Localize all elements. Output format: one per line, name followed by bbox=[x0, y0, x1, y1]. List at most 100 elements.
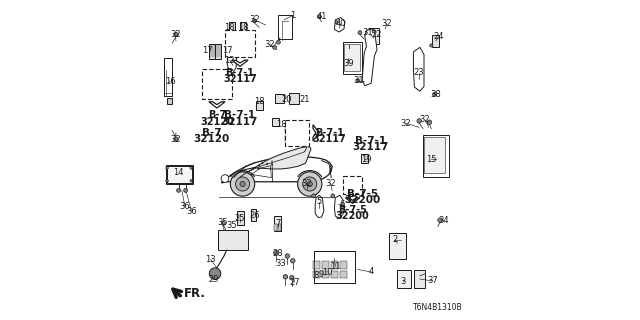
Circle shape bbox=[317, 15, 321, 19]
Text: FR.: FR. bbox=[184, 287, 206, 300]
Bar bbox=[215, 44, 221, 59]
Bar bbox=[225, 30, 255, 57]
Circle shape bbox=[271, 164, 273, 165]
Circle shape bbox=[291, 259, 295, 263]
Text: B-7-5: B-7-5 bbox=[338, 204, 367, 215]
Bar bbox=[292, 135, 298, 142]
Circle shape bbox=[433, 92, 436, 96]
Bar bbox=[314, 251, 355, 283]
Text: 32: 32 bbox=[381, 20, 392, 28]
Text: 32117: 32117 bbox=[313, 134, 346, 144]
Circle shape bbox=[221, 221, 225, 225]
Text: B-7-1: B-7-1 bbox=[225, 68, 255, 78]
Text: 32200: 32200 bbox=[336, 211, 369, 221]
Polygon shape bbox=[234, 147, 311, 182]
Bar bbox=[209, 44, 215, 59]
Text: 41: 41 bbox=[316, 12, 327, 21]
Polygon shape bbox=[413, 47, 424, 91]
Polygon shape bbox=[313, 125, 319, 141]
Bar bbox=[433, 35, 440, 47]
Circle shape bbox=[276, 40, 280, 44]
Text: 32: 32 bbox=[249, 15, 260, 24]
Circle shape bbox=[174, 32, 178, 37]
Circle shape bbox=[174, 137, 178, 141]
Circle shape bbox=[221, 175, 229, 182]
Text: B-7-1: B-7-1 bbox=[315, 128, 344, 138]
Bar bbox=[361, 154, 367, 163]
Text: 18: 18 bbox=[276, 120, 287, 129]
Text: B-7-1: B-7-1 bbox=[355, 136, 386, 146]
Text: 11: 11 bbox=[330, 262, 340, 271]
Bar bbox=[343, 176, 362, 194]
Bar bbox=[344, 44, 360, 71]
Bar bbox=[242, 36, 248, 48]
Bar bbox=[424, 137, 445, 173]
Polygon shape bbox=[362, 29, 377, 86]
Bar bbox=[216, 77, 221, 89]
Text: 26: 26 bbox=[249, 211, 260, 220]
Circle shape bbox=[166, 180, 168, 182]
Text: 32120: 32120 bbox=[200, 116, 234, 127]
Text: 13: 13 bbox=[205, 255, 216, 264]
Circle shape bbox=[209, 268, 221, 279]
Text: 36: 36 bbox=[180, 202, 190, 211]
Text: 32: 32 bbox=[170, 30, 180, 39]
Bar bbox=[322, 261, 329, 269]
Bar bbox=[300, 126, 305, 133]
Circle shape bbox=[307, 181, 312, 187]
Text: B-7-5: B-7-5 bbox=[347, 188, 378, 199]
Polygon shape bbox=[227, 51, 237, 73]
Text: 6: 6 bbox=[340, 200, 345, 209]
Text: 2: 2 bbox=[392, 236, 398, 244]
Text: 39: 39 bbox=[343, 59, 353, 68]
Bar bbox=[240, 22, 246, 34]
Bar bbox=[292, 126, 298, 133]
Text: 32: 32 bbox=[420, 116, 430, 124]
Bar bbox=[414, 270, 426, 288]
Bar bbox=[389, 233, 406, 259]
Text: 32200: 32200 bbox=[344, 195, 380, 205]
Text: 18: 18 bbox=[225, 23, 235, 32]
Circle shape bbox=[240, 181, 245, 187]
Bar bbox=[369, 28, 379, 44]
Polygon shape bbox=[346, 198, 360, 204]
Bar bbox=[202, 69, 232, 99]
Bar bbox=[278, 15, 292, 39]
Text: 5: 5 bbox=[317, 197, 322, 206]
Text: 33: 33 bbox=[276, 260, 286, 268]
Text: 32: 32 bbox=[301, 179, 312, 188]
Circle shape bbox=[356, 79, 360, 83]
Text: 38: 38 bbox=[431, 90, 441, 99]
Bar bbox=[218, 230, 248, 250]
Text: 12: 12 bbox=[225, 56, 235, 65]
Text: 32: 32 bbox=[401, 119, 411, 128]
Circle shape bbox=[274, 251, 278, 255]
Circle shape bbox=[438, 218, 442, 222]
Text: B-7-1: B-7-1 bbox=[224, 110, 255, 120]
Circle shape bbox=[259, 165, 260, 167]
Text: B-7: B-7 bbox=[208, 110, 226, 120]
Text: 19: 19 bbox=[361, 155, 372, 164]
Polygon shape bbox=[334, 195, 343, 218]
Bar bbox=[339, 271, 347, 278]
Text: 34: 34 bbox=[438, 216, 449, 225]
Bar bbox=[278, 224, 281, 231]
Circle shape bbox=[252, 19, 256, 23]
Bar bbox=[423, 135, 449, 177]
Circle shape bbox=[262, 162, 264, 164]
Circle shape bbox=[283, 275, 288, 279]
Text: 20: 20 bbox=[281, 95, 292, 104]
Circle shape bbox=[430, 44, 433, 47]
Bar bbox=[166, 166, 192, 183]
Text: 3: 3 bbox=[401, 277, 406, 286]
Text: 32: 32 bbox=[325, 179, 335, 188]
Text: 32: 32 bbox=[170, 135, 180, 144]
Circle shape bbox=[358, 31, 362, 35]
Circle shape bbox=[335, 21, 339, 24]
Text: 29: 29 bbox=[209, 275, 219, 284]
Bar bbox=[331, 261, 338, 269]
Text: 15: 15 bbox=[426, 155, 436, 164]
Circle shape bbox=[298, 172, 322, 196]
Bar bbox=[223, 77, 227, 89]
Circle shape bbox=[236, 177, 250, 191]
